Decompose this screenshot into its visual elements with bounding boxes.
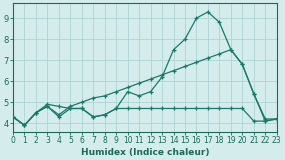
X-axis label: Humidex (Indice chaleur): Humidex (Indice chaleur)	[81, 148, 209, 156]
